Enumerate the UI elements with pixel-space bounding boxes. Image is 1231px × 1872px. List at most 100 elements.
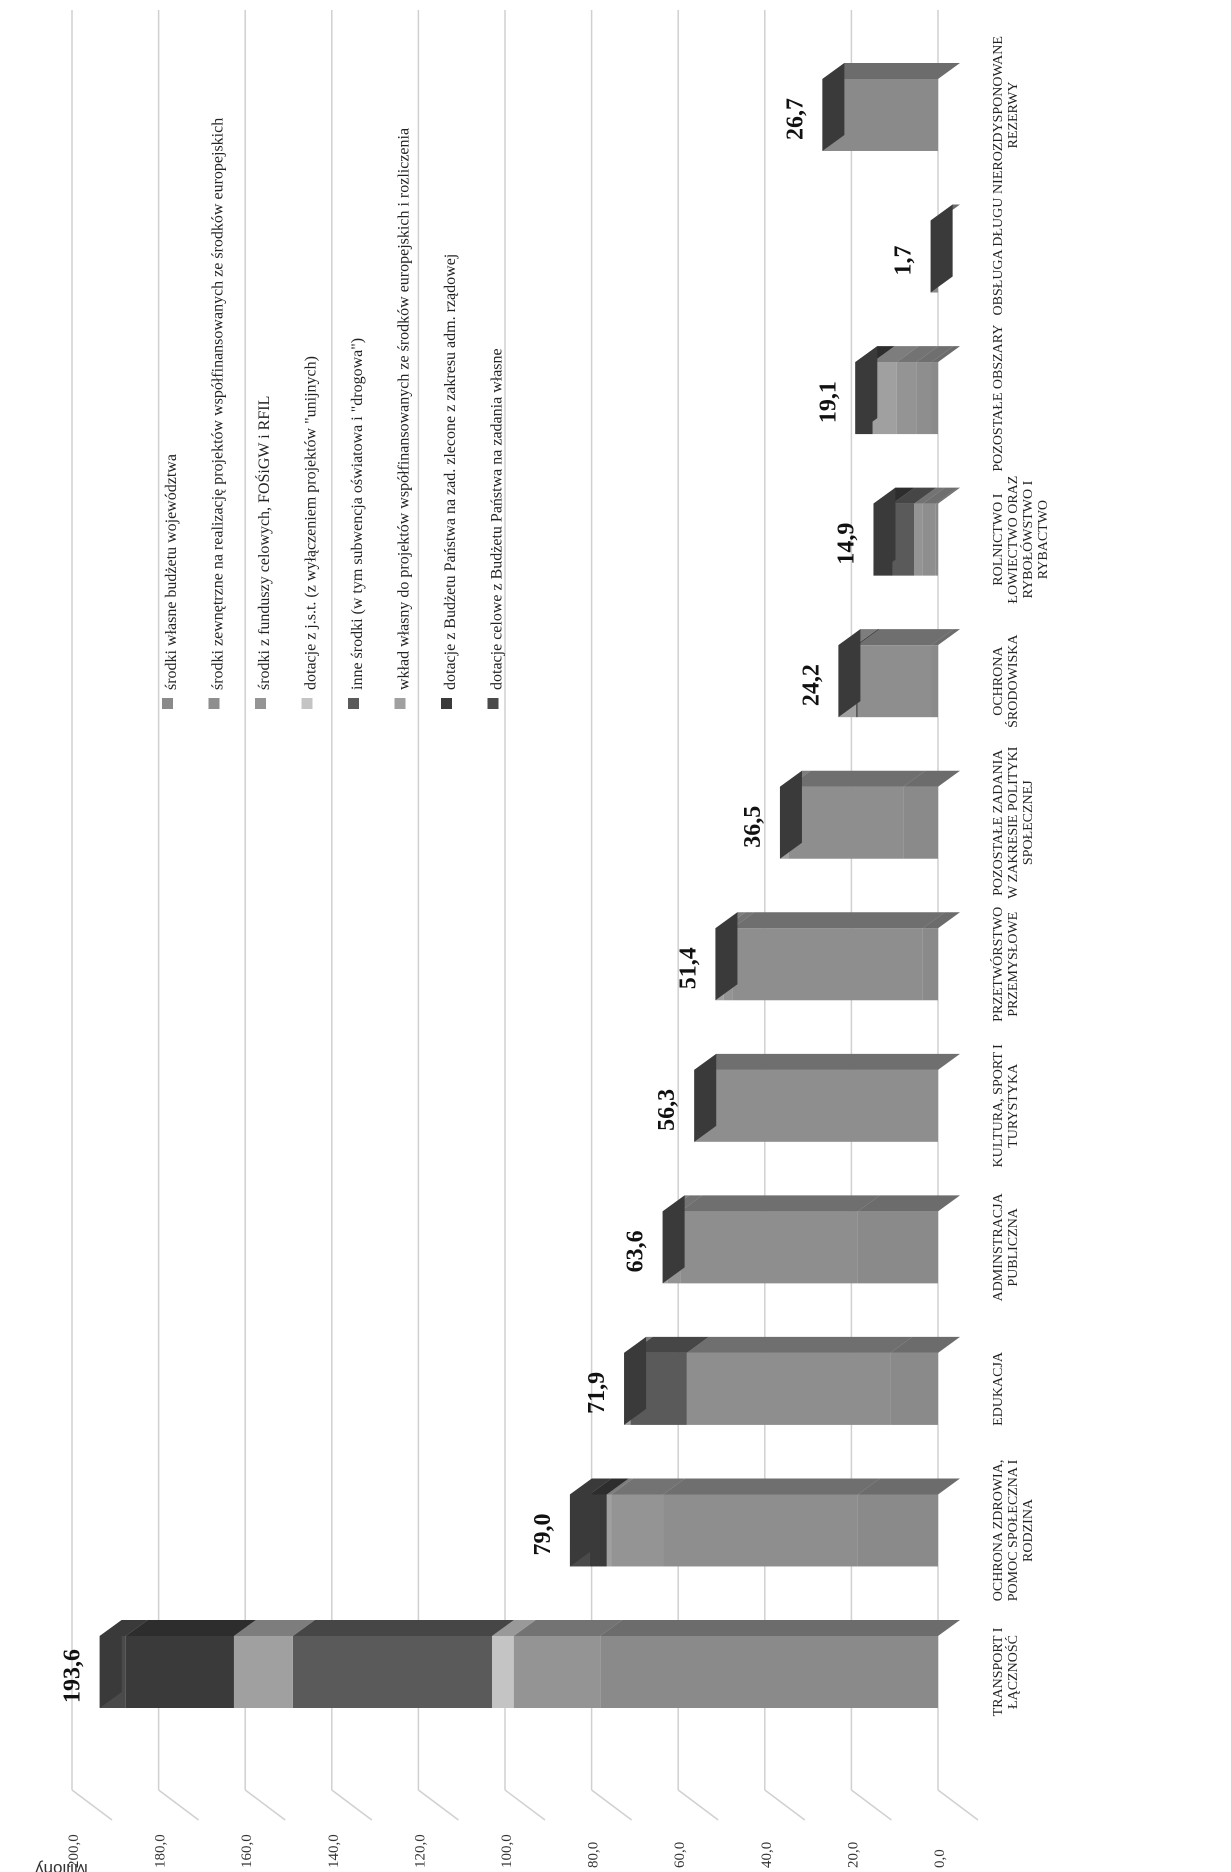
- bar-segment-1-1: [600, 1636, 938, 1708]
- bar-segment-top-8-2: [857, 629, 954, 646]
- bar-segment-top-3-1: [890, 1336, 960, 1353]
- tick-label: 40,0: [759, 1842, 775, 1868]
- bar-segment-top-10-3: [896, 346, 939, 363]
- tick-label: 140,0: [326, 1834, 342, 1868]
- category-label-edukacja: EDUKACJA: [991, 1351, 1006, 1426]
- bar-end-face-11: [930, 204, 953, 293]
- category-label-obs-uga-d-ugu: OBSŁUGA DŁUGU: [991, 198, 1006, 316]
- category-label-ochrona-srodowiska: OCHRONA: [991, 646, 1006, 716]
- bar-segment-top-7-1: [903, 770, 960, 787]
- bar-segment-9-2: [922, 503, 936, 576]
- bars: [99, 63, 960, 1708]
- bar-segment-6-1: [922, 928, 938, 1001]
- tick-label: 180,0: [153, 1834, 169, 1868]
- legend-label: środki z funduszy celowych, FOŚiGW i RFI…: [254, 396, 273, 690]
- gridline-floor: [158, 1789, 200, 1821]
- bar-segment-top-1-3: [513, 1620, 623, 1636]
- bar-end-face-6: [715, 912, 738, 1001]
- gridline-floor: [937, 1789, 979, 1821]
- bar-end-face-12: [822, 63, 845, 151]
- total-label: 51,4: [675, 947, 701, 989]
- bar-segment-top-10-1: [931, 346, 960, 363]
- axis-unit-label: Miliony: [35, 1860, 88, 1872]
- legend-label: dotacje z Budżetu Państwa na zad. zlecon…: [442, 254, 459, 690]
- bar-segment-top-10-2: [916, 346, 954, 363]
- bar-segment-top-2-3: [611, 1478, 686, 1495]
- bar-segment-top-2-6: [606, 1478, 634, 1495]
- category-label-pozosta-e-zadania-w-zakresie-polityki-spo-ecznej: W ZAKRESIE POLITYKI: [1006, 746, 1021, 899]
- bar-segment-3-2: [686, 1352, 891, 1425]
- bar-segment-top-4-1: [857, 1195, 960, 1212]
- total-label: 1,7: [891, 246, 917, 276]
- bar-segment-top-5-2: [694, 1053, 960, 1070]
- category-label-rolnictwo-i-owiectwo-oraz-rybo-owstwo-i-rybactwo: ŁOWIECTWO ORAZ: [1006, 476, 1021, 604]
- legend-swatch: [162, 698, 173, 709]
- category-label-pozosta-e-obszary: POZOSTAŁE OBSZARY: [991, 325, 1006, 472]
- gridline-floor: [677, 1789, 719, 1821]
- bar-segment-10-1: [931, 362, 938, 435]
- total-label: 71,9: [584, 1372, 610, 1414]
- tick-label: 120,0: [412, 1834, 428, 1868]
- category-label-kultura-sport-i-turystyka: TURYSTYKA: [1006, 1063, 1021, 1148]
- legend-swatch: [441, 698, 452, 709]
- gridlines: [71, 10, 979, 1821]
- bar-segment-top-1-4: [492, 1620, 536, 1636]
- category-label-adminstracja-publiczna: ADMINSTRACJA: [991, 1192, 1006, 1301]
- bar-end-face-2: [569, 1478, 592, 1567]
- gridline-floor: [764, 1789, 806, 1821]
- bar-segment-9-5: [892, 503, 915, 576]
- gridline-floor: [331, 1789, 373, 1821]
- total-label: 193,6: [60, 1649, 86, 1703]
- category-label-rolnictwo-i-owiectwo-oraz-rybo-owstwo-i-rybactwo: ROLNICTWO I: [991, 493, 1006, 585]
- legend-label: inne środki (w tym subwencja oświatowa i…: [349, 338, 366, 690]
- tick-label: 80,0: [586, 1842, 602, 1868]
- legend-swatch: [348, 698, 359, 709]
- total-label: 79,0: [530, 1513, 556, 1555]
- bar-segment-1-6: [233, 1636, 293, 1708]
- bar-segment-4-2: [680, 1211, 858, 1284]
- bar-segment-1-5: [292, 1636, 493, 1708]
- bar-segment-6-2: [732, 928, 923, 1001]
- bar-segment-1-3: [513, 1636, 601, 1708]
- bar-segment-top-1-5: [292, 1620, 515, 1636]
- bar-segment-3-1: [890, 1352, 938, 1425]
- legend-label: środki własne budżetu województwa: [163, 454, 180, 690]
- bar-segment-top-6-1: [922, 912, 960, 929]
- bar-segment-top-8-5: [855, 629, 880, 646]
- bar-segment-top-8-1: [931, 629, 960, 646]
- tick-label: 60,0: [672, 1842, 688, 1868]
- category-label-przetworstwo-przemys-owe: PRZETWÓRSTWO: [989, 907, 1006, 1022]
- bar-segment-top-9-3: [914, 487, 945, 504]
- legend-swatch: [208, 698, 220, 709]
- bar-segment-2-3: [611, 1494, 664, 1567]
- bar-segment-top-2-1: [857, 1478, 960, 1495]
- bar-segment-8-2: [857, 645, 932, 718]
- bar-end-face-10: [855, 346, 878, 435]
- bar-segment-top-9-5: [892, 487, 937, 504]
- gridline-floor: [417, 1789, 459, 1821]
- legend-label: dotacje z j.s.t. (z wyłączeniem projektó…: [303, 356, 320, 690]
- bar-segment-2-6: [606, 1494, 612, 1567]
- category-label-ochrona-zdrowia-pomoc-spo-eczna-i-rodzina: OCHRONA ZDROWIA,: [991, 1460, 1006, 1602]
- category-label-pozosta-e-zadania-w-zakresie-polityki-spo-ecznej: SPOŁECZNEJ: [1021, 780, 1036, 865]
- bar-segment-7-2: [788, 786, 904, 859]
- bar-segment-1-7: [125, 1636, 234, 1708]
- total-label: 63,6: [623, 1230, 649, 1272]
- bar-segment-top-1-6: [233, 1620, 315, 1636]
- total-label: 36,5: [740, 806, 766, 848]
- bar-segment-top-2-7: [589, 1478, 629, 1495]
- category-label-ochrona-zdrowia-pomoc-spo-eczna-i-rodzina: RODZINA: [1021, 1498, 1036, 1562]
- bar-segment-7-1: [903, 786, 938, 859]
- bar-segment-top-4-2: [680, 1195, 880, 1212]
- category-label-rolnictwo-i-owiectwo-oraz-rybo-owstwo-i-rybactwo: RYBOŁÓWSTWO I: [1019, 480, 1036, 598]
- bar-end-face-8: [838, 629, 861, 718]
- total-label: 56,3: [654, 1089, 680, 1131]
- bar-segment-10-2: [916, 362, 932, 435]
- bar-segment-top-6-2: [732, 912, 945, 929]
- total-label: 19,1: [815, 381, 841, 423]
- legend-label: dotacje celowe z Budżetu Państwa na zada…: [489, 348, 506, 690]
- tick-label: 200,0: [66, 1834, 82, 1868]
- gridline-floor: [504, 1789, 546, 1821]
- bar-segment-top-12-1: [822, 63, 960, 79]
